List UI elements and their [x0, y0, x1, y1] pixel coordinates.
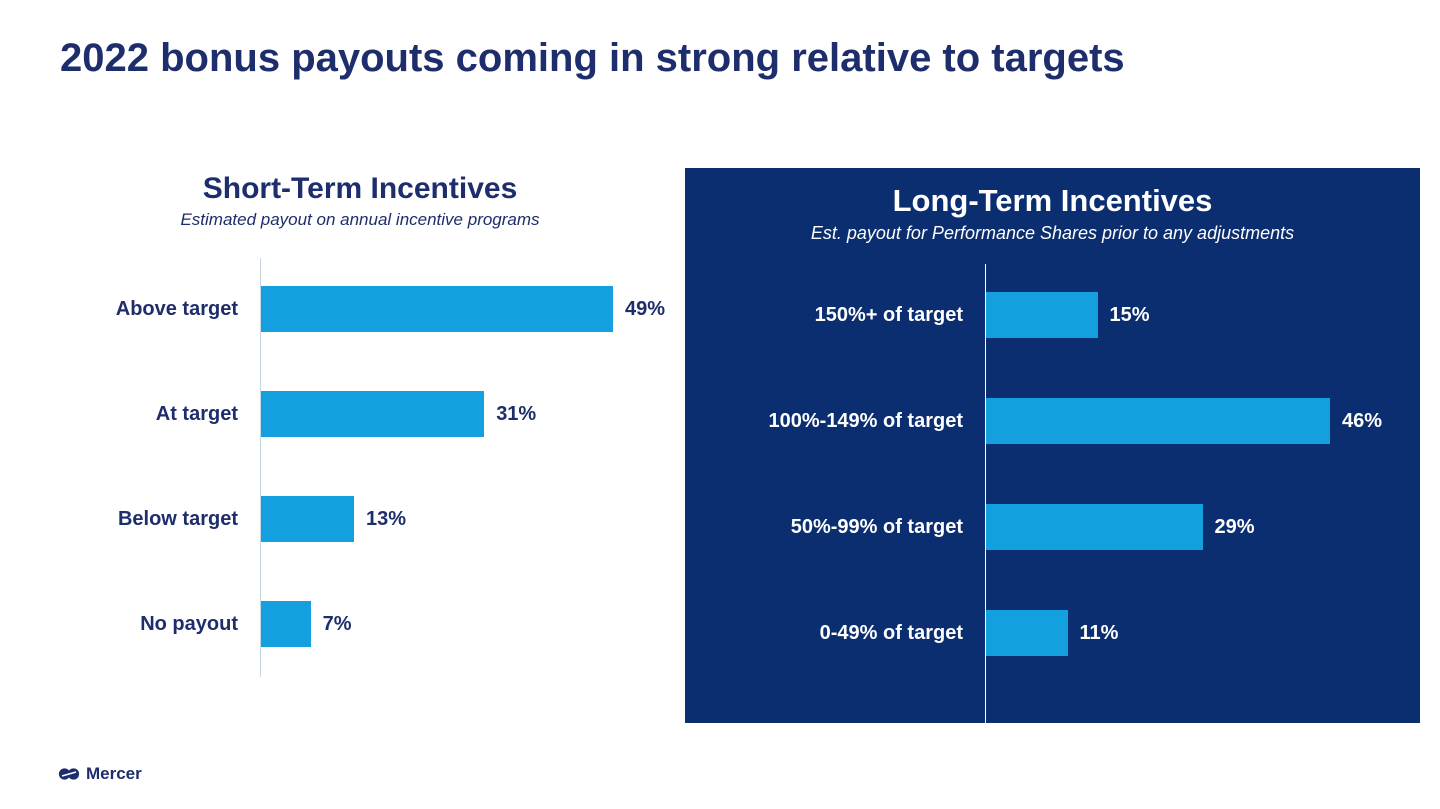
category-label: Above target	[115, 297, 238, 320]
bar-track: 31%	[260, 391, 665, 437]
short-term-axis-line	[260, 258, 261, 677]
bar	[260, 601, 311, 647]
bar-track: 13%	[260, 496, 665, 542]
bar-row: 100%-149% of target 46%	[685, 398, 1420, 445]
bar-row: 50%-99% of target 29%	[685, 504, 1420, 551]
category-label: Below target	[117, 507, 238, 530]
category-label: 150%+ of target	[814, 303, 963, 326]
category-label: 0-49% of target	[819, 621, 963, 644]
value-label: 49%	[624, 297, 665, 320]
short-term-chart-subtitle: Estimated payout on annual incentive pro…	[180, 210, 540, 229]
bar-row: 0-49% of target 11%	[685, 610, 1420, 657]
slide-title: 2022 bonus payouts coming in strong rela…	[60, 36, 1125, 80]
bar-track: 46%	[985, 398, 1420, 445]
value-label: 7%	[322, 612, 352, 635]
bar	[985, 398, 1330, 445]
bar-track: 7%	[260, 601, 665, 647]
bar-track: 49%	[260, 286, 665, 332]
long-term-chart-body: 150%+ of target 15% 100%-149% of target …	[685, 264, 1420, 751]
long-term-chart-panel: Long-Term Incentives Est. payout for Per…	[685, 168, 1420, 751]
bar	[985, 292, 1098, 339]
bar-track: 29%	[985, 504, 1420, 551]
value-label: 13%	[366, 507, 407, 530]
brand-name: Mercer	[86, 764, 142, 783]
long-term-axis-line	[985, 264, 986, 751]
category-label: 100%-149% of target	[768, 409, 963, 432]
bar	[985, 504, 1203, 551]
bar	[260, 391, 485, 437]
category-label: No payout	[140, 612, 238, 635]
mercer-logo-icon	[58, 767, 80, 781]
value-label: 29%	[1214, 515, 1255, 538]
bar-row: Above target 49%	[55, 286, 665, 332]
long-term-chart-subtitle: Est. payout for Performance Shares prior…	[810, 223, 1295, 244]
value-label: 11%	[1079, 621, 1119, 644]
bar-row: At target 31%	[55, 391, 665, 437]
bar-row: Below target 13%	[55, 496, 665, 542]
category-label: 50%-99% of target	[790, 515, 963, 538]
bar-track: 11%	[985, 610, 1420, 657]
category-label: At target	[155, 402, 238, 425]
short-term-chart: Short-Term Incentives Estimated payout o…	[55, 172, 665, 677]
brand: Mercer	[58, 764, 142, 784]
bar-track: 15%	[985, 292, 1420, 339]
bar	[260, 286, 613, 332]
bar	[260, 496, 355, 542]
value-label: 46%	[1342, 409, 1383, 432]
bar-row: 150%+ of target 15%	[685, 292, 1420, 339]
short-term-chart-body: Above target 49% At target 31% Below tar…	[55, 258, 665, 677]
long-term-chart-title: Long-Term Incentives	[892, 183, 1213, 218]
bar-row: No payout 7%	[55, 601, 665, 647]
bar	[985, 610, 1068, 657]
value-label: 15%	[1109, 303, 1150, 326]
short-term-chart-title: Short-Term Incentives	[202, 172, 518, 205]
value-label: 31%	[496, 402, 537, 425]
